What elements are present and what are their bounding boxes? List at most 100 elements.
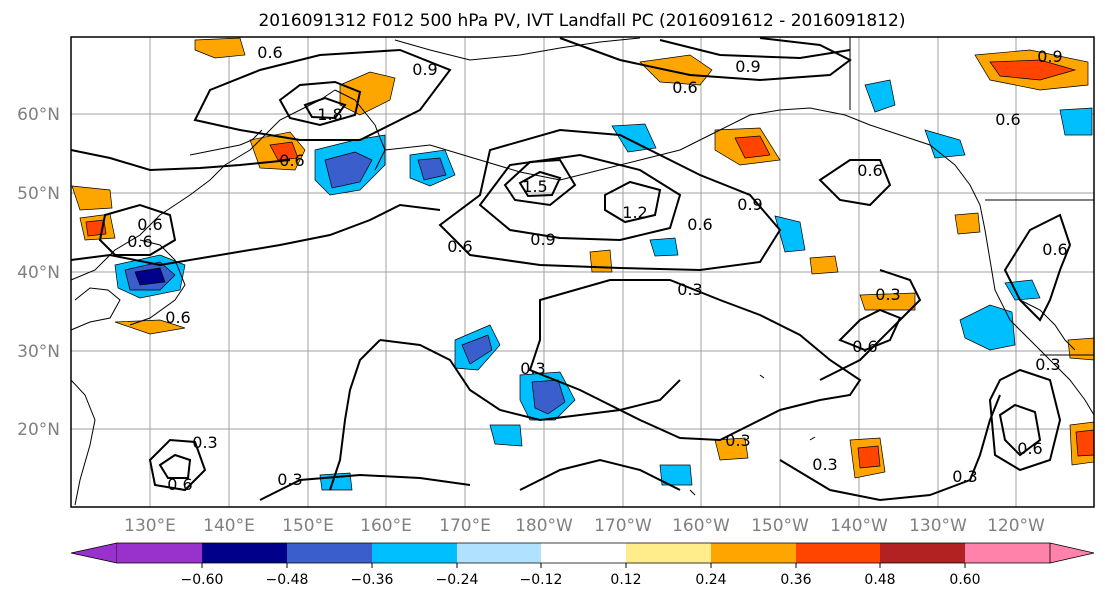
coast-baja (1019, 299, 1076, 351)
colorbar-segment (796, 543, 880, 563)
map-panel: 0.6 0.9 0.6 1.8 0.6 0.6 0.6 1.5 1.2 0.9 … (70, 36, 1095, 508)
lat-tick-label: 50°N (17, 184, 60, 204)
contour-alaska-top (659, 39, 851, 60)
contour-gulf-06 (818, 159, 892, 207)
contour-label: 0.6 (672, 78, 697, 97)
coast-japan (129, 239, 186, 326)
contour-label: 0.6 (1017, 439, 1042, 458)
lon-tick-label: 150°E (282, 516, 334, 536)
shade-blue-goa (924, 129, 966, 159)
contour-kamchatka-inner (278, 80, 362, 127)
lat-tick-label: 60°N (17, 105, 60, 125)
contour-east-south (519, 458, 681, 491)
colorbar: −0.60 −0.48 −0.36 −0.24 −0.12 0.12 0.24 … (70, 542, 1095, 588)
contour-west-north (70, 149, 291, 172)
contour-label: 0.6 (447, 237, 472, 256)
colorbar-tick-label: 0.48 (864, 572, 895, 588)
colorbar-segment (117, 543, 202, 563)
contour-label: 1.2 (622, 203, 647, 222)
coast-korea-china (70, 287, 121, 331)
shade-orange-south (714, 437, 749, 461)
shade-orange-nw1 (194, 37, 246, 59)
contour-label: 0.3 (1035, 355, 1060, 374)
contour-label: 0.9 (735, 57, 760, 76)
colorbar-segment (457, 543, 541, 563)
shade-red-se (857, 445, 881, 469)
shade-blue-west-coast (1004, 279, 1041, 301)
colorbar-tick-label: −0.24 (436, 572, 479, 588)
contour-se-03 (779, 394, 1001, 502)
shade-orange-west (71, 185, 113, 211)
pv-contours (70, 37, 1072, 502)
colorbar-segment (541, 543, 626, 563)
contour-label: 0.6 (257, 43, 282, 62)
contour-label-layer: 0.6 0.9 0.6 1.8 0.6 0.6 0.6 1.5 1.2 0.9 … (127, 43, 1067, 494)
shade-blue-central (649, 237, 679, 257)
contour-ne-09 (1003, 213, 1072, 322)
longitude-axis: 130°E 140°E 150°E 160°E 170°E 180°W 170°… (124, 516, 1045, 536)
lon-tick-label: 180°W (515, 516, 573, 536)
contour-label: 0.6 (857, 161, 882, 180)
shade-orange-kamchatka (339, 71, 396, 116)
lon-tick-label: 130°W (909, 516, 967, 536)
colorbar-tick-label: −0.60 (181, 572, 224, 588)
contour-label: 0.3 (677, 280, 702, 299)
lon-tick-label: 120°W (987, 516, 1045, 536)
shade-orange-south-japan (114, 319, 186, 335)
colorbar-segment (711, 543, 796, 563)
contour-label: 0.3 (277, 470, 302, 489)
contour-kamchatka-core (303, 96, 347, 120)
colorbar-segment (880, 543, 965, 563)
coast-north-america (869, 124, 1095, 416)
shade-blue-california (959, 304, 1016, 351)
graticule (71, 37, 1094, 507)
contour-label: 1.5 (522, 177, 547, 196)
colorbar-segment (372, 543, 457, 563)
shade-navy-japan (134, 267, 166, 286)
lon-tick-label: 140°E (203, 516, 255, 536)
contour-label: 1.8 (317, 105, 342, 124)
colorbar-tick-labels: −0.60 −0.48 −0.36 −0.24 −0.12 0.12 0.24 … (181, 572, 981, 588)
shade-orange-ne (954, 212, 981, 235)
contour-alaska-wave (559, 37, 852, 82)
colorbar-ticks (201, 563, 966, 568)
contour-far-east-outer (988, 368, 1062, 472)
contour-far-east-06 (998, 403, 1042, 457)
contour-sw-06 (158, 453, 192, 479)
shade-red-goa (734, 135, 771, 159)
colorbar-tick-label: 0.24 (695, 572, 726, 588)
shade-darkblue-kuril (324, 151, 373, 189)
latitude-axis: 60°N 50°N 40°N 30°N 20°N (17, 105, 60, 440)
colorbar-max-extension (1049, 542, 1095, 564)
colorbar-tick-label: 0.36 (780, 572, 811, 588)
coast-asia-east (70, 89, 336, 281)
coast-hawaii (689, 374, 816, 496)
colorbar-segment (287, 543, 372, 563)
colorbar-segment (965, 543, 1050, 563)
contour-label: 0.3 (192, 433, 217, 452)
shade-orange-baja (1067, 337, 1095, 361)
contour-japan-pv (98, 203, 177, 256)
contour-bering-inner2 (518, 170, 562, 198)
shade-darkblue-mid-pacific (461, 334, 493, 365)
contour-south-03 (329, 339, 381, 491)
shade-blue-se-alaska (1059, 107, 1093, 136)
shade-blue-gulf-central (774, 215, 806, 253)
contour-label: 0.3 (520, 359, 545, 378)
colorbar-min-extension (70, 542, 118, 564)
lat-tick-label: 30°N (17, 342, 60, 362)
coastlines (70, 37, 1095, 506)
contour-label: 0.9 (412, 60, 437, 79)
contour-subtropical-03b (379, 339, 681, 422)
colorbar-tick-label: 0.12 (610, 572, 641, 588)
map-frame (70, 36, 1095, 508)
contour-label: 0.6 (167, 475, 192, 494)
lon-tick-label: 160°E (360, 516, 412, 536)
contour-label: 0.6 (127, 232, 152, 251)
lon-tick-label: 160°W (672, 516, 730, 536)
contour-kamchatka-outer (193, 48, 452, 141)
shade-blue-south2 (659, 464, 693, 486)
colorbar-tick-label: −0.36 (351, 572, 394, 588)
colorbar-tick-label: −0.48 (266, 572, 309, 588)
